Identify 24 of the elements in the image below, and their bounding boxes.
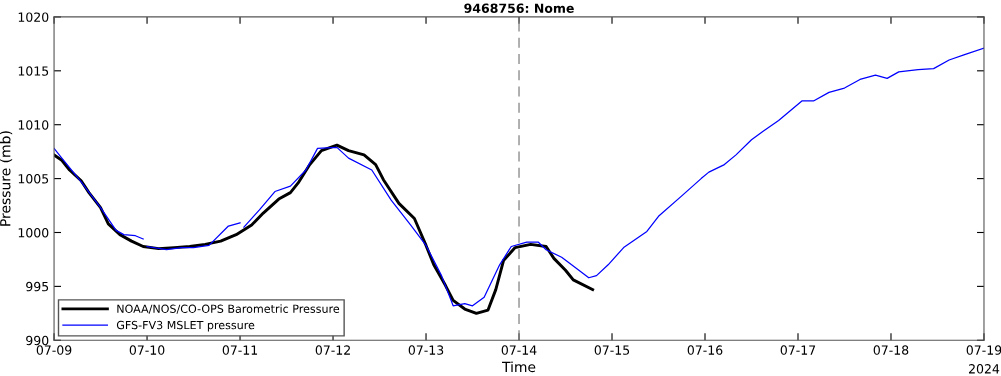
- y-tick-label: 1015: [18, 66, 49, 76]
- text: 2024: [968, 364, 1000, 374]
- legend-label: GFS-FV3 MSLET pressure: [116, 320, 255, 332]
- y-tick-label: 995: [26, 281, 49, 292]
- x-tick-label: 07-14: [501, 345, 537, 355]
- x-tick-label: 07-09: [36, 345, 72, 355]
- y-tick-label: 1010: [18, 120, 49, 130]
- y-tick-label: 1005: [18, 174, 49, 184]
- y-tick-label: 1000: [18, 227, 49, 238]
- legend-label: NOAA/NOS/CO-OPS Barometric Pressure: [117, 304, 340, 314]
- x-tick-label: 07-12: [315, 345, 350, 355]
- x-tick-label: 07-13: [408, 345, 444, 355]
- y-tick-label: 990: [26, 335, 49, 346]
- x-tick-label: 07-17: [780, 345, 816, 355]
- x-tick-label: 07-11: [222, 345, 258, 355]
- y-axis-title: Pressure (mb): [0, 131, 13, 226]
- x-tick-label: 07-18: [873, 345, 909, 355]
- chart-title: 9468756: Nome: [464, 3, 574, 13]
- x-tick-label: 07-10: [129, 345, 165, 355]
- x-tick-label: 07-19: [966, 345, 1001, 355]
- x-tick-label: 07-16: [687, 345, 723, 355]
- x-axis-title: Time: [501, 361, 536, 373]
- x-tick-label: 07-15: [594, 345, 630, 355]
- y-tick-label: 1020: [18, 12, 49, 22]
